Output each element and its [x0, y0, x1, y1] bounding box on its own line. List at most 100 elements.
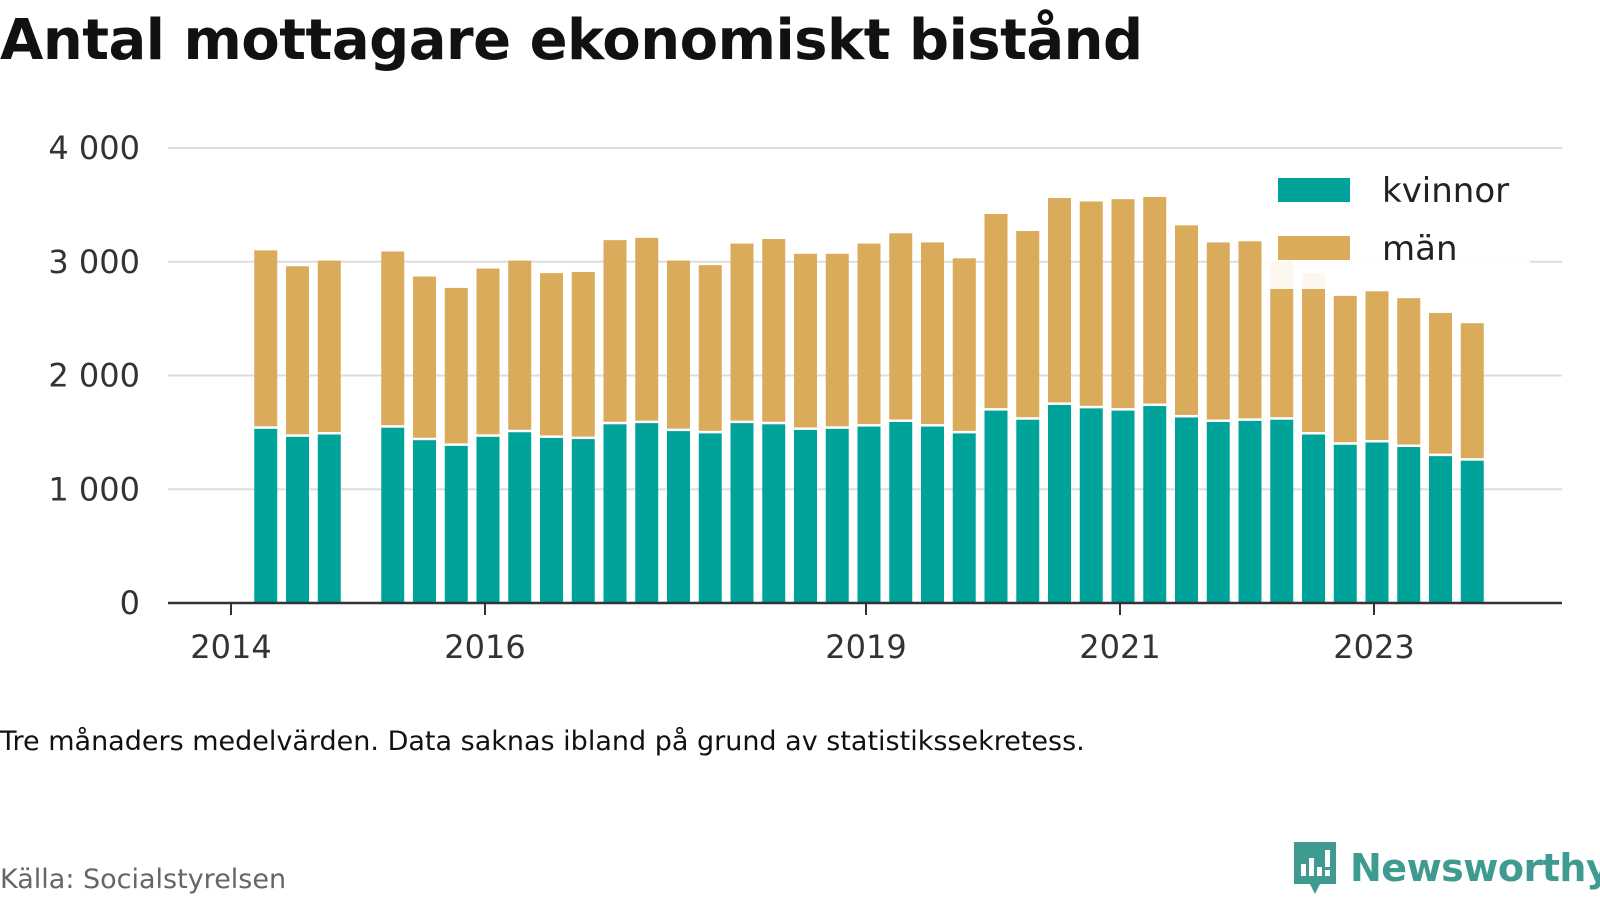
bar-kvinnor — [317, 434, 341, 603]
bar-man — [317, 260, 341, 433]
bar-man — [730, 243, 754, 421]
bar-man — [1206, 242, 1230, 420]
bar-kvinnor — [1460, 460, 1484, 603]
bar-man — [508, 260, 532, 430]
bar-man — [444, 287, 468, 444]
chart-title: Antal mottagare ekonomiskt bistånd — [0, 8, 1143, 73]
bar-man — [1397, 298, 1421, 445]
legend-swatch — [1278, 236, 1350, 260]
bar-kvinnor — [762, 424, 786, 603]
bar-kvinnor — [1175, 417, 1198, 603]
bar-man — [381, 251, 405, 426]
x-tick-label: 2019 — [825, 628, 906, 666]
bar-man — [698, 265, 722, 431]
bar-man — [254, 250, 278, 427]
y-tick-label: 3 000 — [48, 243, 140, 281]
bar-man — [1460, 323, 1484, 459]
bar-kvinnor — [635, 423, 659, 603]
legend-label: män — [1382, 229, 1458, 269]
y-tick-label: 2 000 — [48, 357, 140, 395]
bar-kvinnor — [540, 437, 563, 603]
bar-kvinnor — [603, 424, 627, 603]
bar-kvinnor — [1365, 442, 1389, 603]
y-axis-ticks: 0 1 000 2 000 3 000 4 000 — [48, 129, 140, 622]
bar-kvinnor — [1111, 410, 1135, 603]
y-tick-label: 0 — [120, 584, 140, 622]
x-axis-ticks: 2014 2016 2019 2021 2023 — [190, 603, 1415, 666]
bar-kvinnor — [794, 429, 817, 603]
bar-man — [667, 260, 690, 429]
x-tick-label: 2021 — [1079, 628, 1160, 666]
bar-kvinnor — [984, 410, 1008, 603]
bar-man — [1302, 273, 1325, 433]
bar-kvinnor — [286, 436, 309, 603]
bar-kvinnor — [1016, 419, 1040, 603]
bar-kvinnor — [857, 426, 881, 603]
bar-man — [952, 258, 976, 431]
brand-logo[interactable]: Newsworthy — [1290, 840, 1600, 896]
x-tick-label: 2016 — [444, 628, 525, 666]
bar-kvinnor — [889, 422, 913, 603]
bar-man — [413, 276, 436, 438]
bar-man — [1048, 198, 1071, 403]
bar-man — [1429, 312, 1452, 454]
y-tick-label: 1 000 — [48, 470, 140, 508]
bar-kvinnor — [1079, 408, 1103, 603]
bar-kvinnor — [444, 445, 468, 603]
bar-kvinnor — [1270, 419, 1294, 603]
source-label: Källa: Socialstyrelsen — [0, 864, 287, 895]
bar-man — [1079, 201, 1103, 406]
bar-man — [1333, 295, 1357, 443]
bar-man — [984, 213, 1008, 409]
bar-kvinnor — [1333, 444, 1357, 603]
newsworthy-logo-icon — [1294, 842, 1336, 894]
bar-kvinnor — [698, 433, 722, 603]
bar-kvinnor — [825, 428, 849, 603]
x-tick-label: 2023 — [1333, 628, 1414, 666]
bar-man — [286, 266, 309, 435]
bar-man — [857, 243, 881, 425]
bar-man — [1143, 196, 1167, 404]
bar-man — [825, 253, 849, 427]
bar-kvinnor — [952, 433, 976, 603]
bar-kvinnor — [381, 427, 405, 603]
legend-swatch — [1278, 178, 1350, 202]
bar-kvinnor — [667, 431, 690, 603]
bar-kvinnor — [730, 423, 754, 603]
bar-man — [603, 240, 627, 422]
bar-man — [794, 253, 817, 428]
bar-man — [1365, 291, 1389, 440]
bar-man — [571, 271, 595, 437]
bar-man — [1270, 261, 1294, 418]
chart-note: Tre månaders medelvärden. Data saknas ib… — [0, 726, 1085, 757]
bar-kvinnor — [1302, 434, 1325, 603]
y-tick-label: 4 000 — [48, 129, 140, 167]
bar-kvinnor — [413, 440, 436, 603]
bar-man — [1111, 199, 1135, 409]
bar-man — [921, 242, 944, 425]
x-tick-label: 2014 — [190, 628, 271, 666]
legend-label: kvinnor — [1382, 171, 1509, 211]
bar-man — [1238, 241, 1262, 419]
bar-kvinnor — [508, 432, 532, 603]
bar-man — [1016, 231, 1040, 418]
bar-man — [540, 273, 563, 436]
bar-man — [1175, 225, 1198, 415]
legend: kvinnor män — [1262, 163, 1530, 289]
bar-kvinnor — [1143, 406, 1167, 603]
bar-kvinnor — [1429, 456, 1452, 603]
bars — [254, 196, 1484, 603]
bar-kvinnor — [1238, 420, 1262, 603]
bar-man — [889, 233, 913, 420]
bar-kvinnor — [1048, 404, 1071, 603]
bar-kvinnor — [1397, 447, 1421, 603]
bar-kvinnor — [476, 436, 500, 603]
bar-kvinnor — [921, 426, 944, 603]
bar-man — [476, 268, 500, 435]
bar-man — [635, 237, 659, 421]
bar-kvinnor — [254, 428, 278, 603]
bar-man — [762, 239, 786, 422]
bar-kvinnor — [1206, 422, 1230, 603]
bar-kvinnor — [571, 439, 595, 603]
